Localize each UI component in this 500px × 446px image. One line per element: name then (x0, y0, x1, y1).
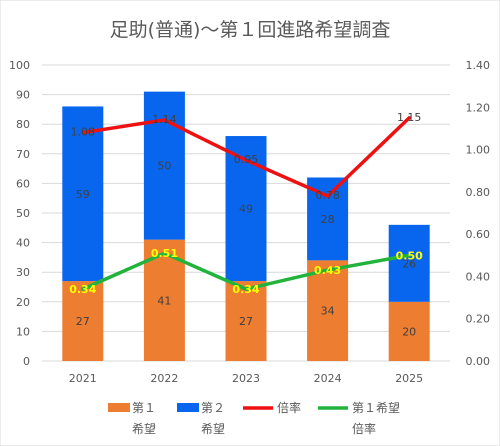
y2-tick-label: 0.40 (466, 270, 491, 283)
y-tick-label: 60 (16, 177, 30, 190)
ratio-label: 0.95 (234, 153, 259, 166)
legend-label: 倍率 (352, 421, 376, 436)
y-tick-label: 10 (16, 325, 30, 338)
bar-second-choice-label: 28 (321, 213, 335, 226)
bar-second-choice (388, 224, 430, 302)
bar-second-choice (143, 91, 185, 240)
ratio-label: 1.14 (152, 113, 177, 126)
bar-first-choice (388, 301, 430, 361)
bar-first-choice-label: 34 (321, 305, 335, 318)
x-tick-label: 2025 (395, 372, 423, 385)
x-tick-label: 2024 (314, 372, 342, 385)
legend-marker-square (177, 403, 199, 412)
bar-first-choice-label: 27 (76, 315, 90, 328)
legend-label: 第１希望 (352, 400, 400, 415)
y2-tick-label: 0.80 (466, 186, 491, 199)
y2-tick-label: 0.60 (466, 228, 491, 241)
ratio-line (81, 116, 411, 198)
first-choice-ratio-label: 0.50 (396, 249, 423, 262)
y-tick-label: 70 (16, 148, 30, 161)
ratio-label: 1.08 (71, 126, 96, 139)
y2-tick-label: 0.00 (466, 355, 491, 368)
first-choice-ratio-line (81, 251, 411, 291)
first-choice-ratio-label: 0.34 (232, 283, 259, 296)
bar-first-choice-label: 20 (402, 325, 416, 338)
y-tick-label: 50 (16, 207, 30, 220)
bar-first-choice-label: 41 (157, 294, 171, 307)
y2-tick-label: 1.20 (466, 101, 491, 114)
y-tick-label: 40 (16, 237, 30, 250)
y2-tick-label: 0.20 (466, 313, 491, 326)
bar-first-choice (62, 281, 104, 361)
first-choice-ratio-label: 0.51 (151, 247, 178, 260)
chart-title: 足助(普通)〜第１回進路希望調査 (110, 19, 391, 41)
bar-second-choice-label: 50 (157, 160, 171, 173)
ratio-label: 1.15 (397, 111, 422, 124)
legend-label: 希望 (132, 421, 156, 436)
bar-second-choice-label: 26 (402, 257, 416, 270)
bar-first-choice (225, 281, 267, 361)
legend-label: 第２ (201, 401, 225, 415)
x-tick-label: 2021 (69, 372, 97, 385)
x-tick-label: 2023 (232, 372, 260, 385)
first-choice-ratio-label: 0.34 (69, 283, 96, 296)
bar-second-choice-label: 59 (76, 188, 90, 201)
bar-second-choice-label: 49 (239, 203, 253, 216)
x-tick-label: 2022 (150, 372, 178, 385)
y-tick-label: 90 (16, 89, 30, 102)
y-tick-label: 0 (23, 355, 30, 368)
legend-label: 希望 (201, 421, 225, 436)
y-tick-label: 20 (16, 296, 30, 309)
y-tick-label: 80 (16, 118, 30, 131)
legend-label: 第１ (132, 401, 156, 415)
y2-tick-label: 1.40 (466, 59, 491, 72)
bar-first-choice-label: 27 (239, 315, 253, 328)
first-choice-ratio-label: 0.43 (314, 264, 341, 277)
legend-marker-square (108, 403, 130, 412)
legend-label: 倍率 (277, 400, 301, 415)
bar-first-choice (307, 260, 349, 361)
y2-tick-label: 1.00 (466, 144, 491, 157)
bar-second-choice (62, 106, 104, 282)
y-tick-label: 100 (9, 59, 30, 72)
ratio-label: 0.78 (315, 189, 340, 202)
y-tick-label: 30 (16, 266, 30, 279)
